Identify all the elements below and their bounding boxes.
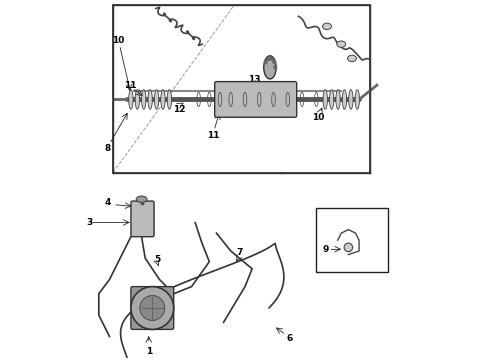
Circle shape [131, 287, 173, 329]
Ellipse shape [329, 90, 334, 109]
Text: 8: 8 [104, 144, 111, 153]
Text: 5: 5 [154, 255, 161, 264]
Text: 11: 11 [124, 81, 136, 90]
Text: 2: 2 [135, 318, 141, 327]
Ellipse shape [129, 90, 133, 109]
Ellipse shape [136, 196, 147, 202]
Ellipse shape [323, 90, 327, 109]
Circle shape [267, 58, 270, 60]
Circle shape [140, 296, 165, 320]
Text: 10: 10 [112, 36, 124, 45]
Bar [113, 5, 370, 172]
Text: 1: 1 [146, 347, 152, 356]
Ellipse shape [347, 55, 356, 62]
Ellipse shape [161, 90, 165, 109]
Ellipse shape [337, 41, 346, 48]
Ellipse shape [349, 90, 353, 109]
FancyBboxPatch shape [131, 201, 154, 237]
Circle shape [274, 66, 277, 69]
Ellipse shape [135, 90, 140, 109]
Ellipse shape [355, 90, 360, 109]
Ellipse shape [154, 90, 159, 109]
Text: 7: 7 [237, 248, 243, 257]
Ellipse shape [264, 56, 276, 79]
Circle shape [264, 61, 267, 63]
Text: 9: 9 [322, 245, 328, 254]
Text: 10: 10 [312, 113, 324, 122]
Text: 6: 6 [287, 334, 293, 343]
Circle shape [273, 61, 276, 63]
Text: 13: 13 [247, 75, 260, 84]
Ellipse shape [148, 90, 152, 109]
Ellipse shape [343, 90, 346, 109]
Text: 11: 11 [207, 131, 219, 140]
Circle shape [344, 243, 353, 252]
Circle shape [270, 58, 273, 60]
FancyBboxPatch shape [131, 287, 173, 329]
Ellipse shape [336, 90, 340, 109]
Text: 3: 3 [87, 218, 93, 227]
Ellipse shape [322, 23, 331, 30]
Text: 4: 4 [104, 198, 111, 207]
Text: 12: 12 [173, 104, 185, 113]
FancyBboxPatch shape [215, 82, 297, 117]
Bar [317, 208, 388, 273]
Ellipse shape [142, 90, 146, 109]
Ellipse shape [167, 90, 171, 109]
